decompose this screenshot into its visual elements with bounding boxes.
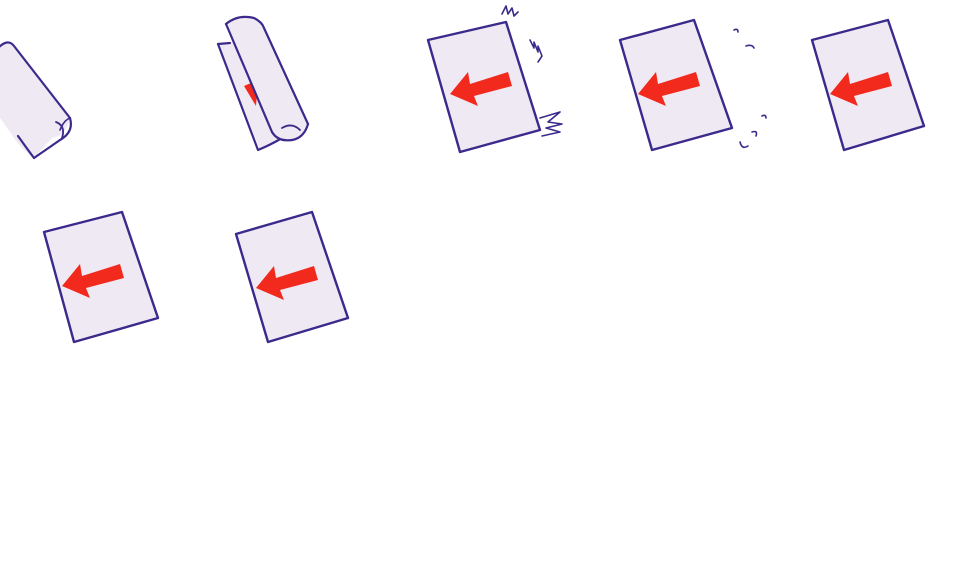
paper-flat-frame-2 bbox=[0, 192, 192, 384]
paper-settle-frame bbox=[576, 0, 768, 192]
paper-arrow-left-icon bbox=[426, 5, 563, 154]
paper-arrow-left-icon bbox=[618, 18, 767, 152]
paper-snap-frame bbox=[384, 0, 576, 192]
paper-arrow-left-icon bbox=[810, 18, 926, 152]
paper-flat-frame-1 bbox=[768, 0, 960, 192]
paper-unrolling-frame bbox=[192, 0, 384, 192]
curled-paper-icon bbox=[0, 41, 72, 160]
paper-arrow-left-icon bbox=[42, 210, 160, 344]
paper-flat-frame-3 bbox=[192, 192, 384, 384]
paper-curled-frame bbox=[0, 0, 192, 192]
paper-arrow-left-icon bbox=[234, 210, 350, 344]
unrolling-paper-icon bbox=[216, 15, 310, 152]
